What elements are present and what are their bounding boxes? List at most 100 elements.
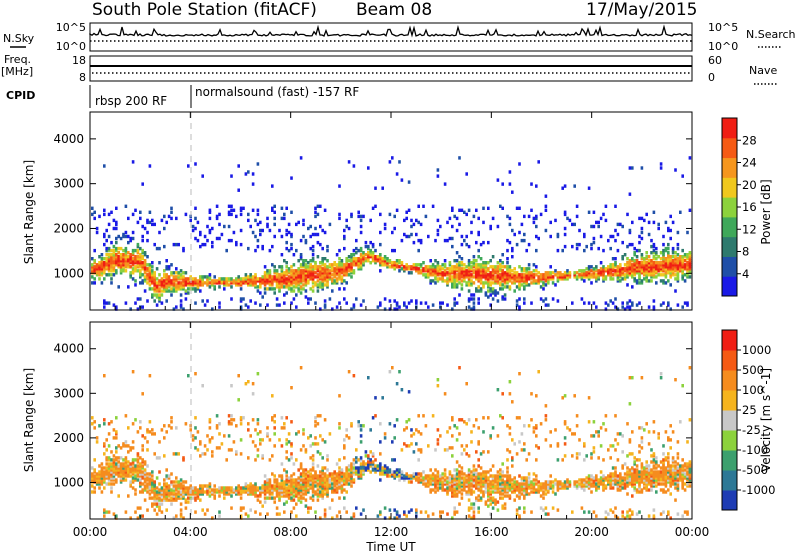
velocity-echo-cell — [283, 510, 286, 514]
power-echo-cell — [489, 289, 492, 293]
velocity-echo-cell — [549, 474, 552, 478]
power-echo-cell — [136, 259, 140, 263]
power-echo-cell — [578, 228, 581, 233]
velocity-echo-cell — [129, 484, 132, 488]
velocity-echo-cell — [333, 472, 336, 476]
velocity-echo-cell — [551, 480, 555, 484]
power-echo-cell — [213, 287, 216, 291]
power-echo-cell — [299, 285, 303, 289]
power-echo-cell — [309, 271, 312, 275]
power-echo-cell — [215, 204, 219, 208]
velocity-echo-cell — [383, 506, 387, 510]
velocity-echo-cell — [371, 466, 375, 470]
power-echo-cell — [667, 261, 670, 265]
power-echo-cell — [431, 279, 435, 283]
power-echo-cell — [671, 267, 675, 271]
velocity-echo-cell — [335, 478, 339, 482]
velocity-echo-cell — [518, 506, 521, 510]
power-echo-cell — [230, 204, 233, 208]
velocity-echo-cell — [549, 480, 552, 484]
power-echo-cell — [235, 281, 238, 285]
power-echo-cell — [283, 301, 286, 305]
velocity-echo-cell — [103, 480, 106, 484]
power-echo-cell — [494, 281, 497, 285]
velocity-echo-cell — [367, 460, 370, 464]
power-echo-cell — [256, 222, 260, 227]
velocity-echo-cell — [143, 474, 147, 478]
power-echo-cell — [191, 287, 195, 291]
nsky-trace — [89, 24, 693, 38]
power-echo-cell — [518, 279, 521, 283]
power-echo-cell — [439, 267, 442, 271]
power-echo-cell — [323, 273, 327, 277]
power-echo-cell — [170, 216, 173, 221]
power-echo-cell — [91, 206, 94, 210]
power-echo-cell — [609, 267, 612, 271]
velocity-echo-cell — [287, 496, 291, 500]
velocity-echo-cell — [383, 464, 387, 468]
power-echo-cell — [357, 257, 360, 261]
velocity-echo-cell — [340, 484, 344, 488]
power-echo-cell — [218, 285, 221, 289]
velocity-echo-cell — [170, 502, 173, 506]
velocity-echo-cell — [511, 438, 514, 442]
power-echo-cell — [302, 269, 305, 273]
power-echo-cell — [266, 222, 269, 227]
power-echo-cell — [467, 267, 471, 271]
power-echo-cell — [470, 220, 473, 225]
velocity-echo-cell — [424, 424, 428, 428]
velocity-echo-cell — [427, 476, 430, 480]
power-echo-cell — [527, 214, 531, 219]
velocity-echo-cell — [484, 474, 488, 478]
power-echo-cell — [515, 242, 519, 247]
power-echo-cell — [239, 299, 243, 303]
power-echo-cell — [647, 305, 651, 309]
velocity-echo-cell — [323, 512, 327, 516]
power-echo-cell — [537, 271, 540, 275]
velocity-echo-cell — [151, 486, 154, 490]
power-echo-cell — [148, 283, 152, 287]
power-echo-cell — [419, 238, 423, 243]
velocity-echo-cell — [292, 472, 296, 476]
velocity-echo-cell — [254, 428, 257, 432]
velocity-echo-cell — [271, 488, 274, 492]
power-echo-cell — [129, 255, 132, 259]
velocity-echo-cell — [403, 478, 406, 482]
velocity-echo-cell — [307, 506, 310, 510]
power-echo-cell — [688, 265, 692, 269]
power-echo-cell — [311, 289, 315, 293]
power-echo-cell — [103, 269, 106, 273]
power-echo-cell — [667, 259, 670, 263]
power-echo-cell — [357, 267, 360, 271]
power-echo-cell — [254, 273, 257, 277]
power-echo-cell — [688, 275, 692, 279]
velocity-echo-cell — [148, 482, 152, 486]
power-echo-cell — [333, 263, 336, 267]
power-echo-cell — [453, 271, 456, 275]
power-echo-cell — [434, 275, 437, 279]
power-echo-cell — [412, 240, 416, 245]
velocity-echo-cell — [309, 496, 312, 500]
power-echo-cell — [338, 267, 341, 271]
power-echo-cell — [215, 281, 219, 285]
power-echo-cell — [321, 267, 324, 271]
velocity-echo-cell — [316, 422, 320, 426]
velocity-echo-cell — [290, 474, 293, 478]
power-echo-cell — [110, 210, 113, 214]
power-echo-cell — [119, 246, 123, 251]
power-echo-cell — [503, 265, 507, 269]
power-echo-cell — [211, 283, 214, 287]
velocity-echo-cell — [297, 492, 300, 496]
velocity-echo-cell — [477, 498, 480, 502]
power-echo-cell — [323, 267, 327, 271]
velocity-echo-cell — [556, 486, 560, 490]
velocity-echo-cell — [103, 478, 106, 482]
power-echo-cell — [657, 273, 660, 277]
power-echo-cell — [621, 267, 624, 271]
power-echo-cell — [103, 263, 106, 267]
power-echo-cell — [163, 273, 166, 277]
velocity-echo-cell — [280, 474, 284, 478]
power-echo-cell — [501, 275, 504, 279]
power-echo-cell — [374, 257, 377, 261]
power-echo-cell — [304, 283, 308, 287]
